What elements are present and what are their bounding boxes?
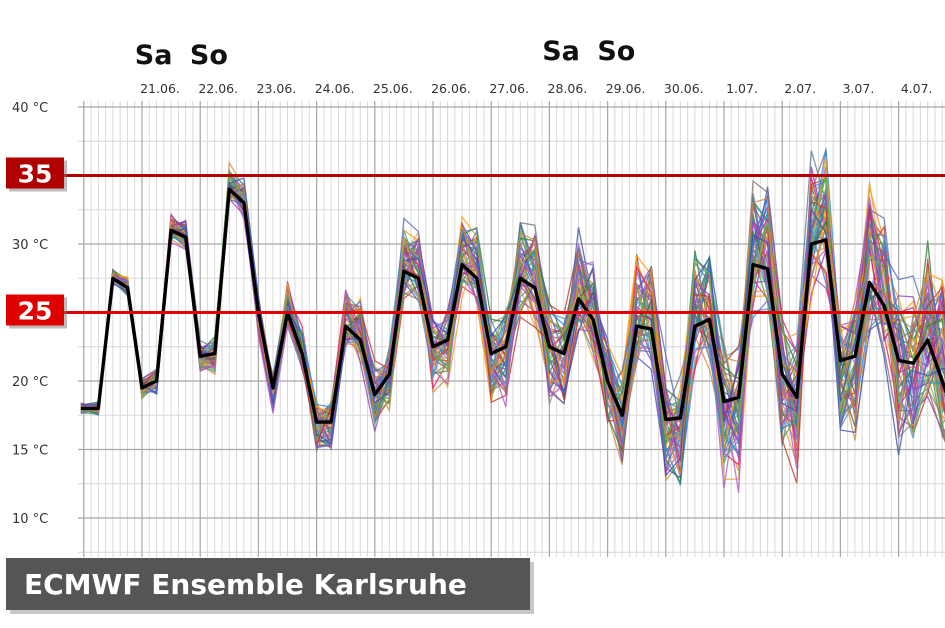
y-tick-label: 40 °C [12,101,48,116]
x-tick-label: 25.06. [373,81,413,96]
y-tick-label: 10 °C [12,512,48,527]
threshold-badge [6,157,64,189]
x-tick-label: 4.07. [901,81,933,96]
x-tick-label: 29.06. [606,81,646,96]
x-tick-label: 22.06. [198,81,238,96]
x-tick-label: 27.06. [489,81,529,96]
weekend-label: Sa [542,36,580,67]
weekend-label: Sa [135,40,173,71]
y-tick-label: 15 °C [12,444,48,459]
mean-line [80,187,945,424]
x-tick-label: 23.06. [257,81,297,96]
chart-title: ECMWF Ensemble Karlsruhe [24,568,467,601]
x-tick-label: 1.07. [726,81,758,96]
title-box [6,558,530,610]
threshold-label: 35 [18,160,53,189]
x-tick-label: 24.06. [315,81,355,96]
threshold-label: 25 [18,297,53,326]
x-tick-label: 2.07. [784,81,816,96]
x-tick-label: 3.07. [842,81,874,96]
ensemble-mean [80,187,945,424]
weekend-labels: Sa So Sa So [135,36,636,71]
y-tick-label: 30 °C [12,238,48,253]
x-tick-label: 30.06. [664,81,704,96]
x-tick-label: 26.06. [431,81,471,96]
x-tick-label: 28.06. [548,81,588,96]
chart-title-box: ECMWF Ensemble Karlsruhe [6,558,534,614]
weekend-label: So [597,36,635,67]
y-tick-label: 20 °C [12,375,48,390]
ensemble-member-line [80,177,945,478]
threshold-lines: 35 25 [6,157,945,329]
x-tick-label: 21.06. [140,81,180,96]
weekend-label: So [190,40,228,71]
x-axis: 21.06. 22.06. 23.06. 24.06. 25.06. 26.06. 27.0… [140,81,933,96]
threshold-badge [6,294,64,326]
